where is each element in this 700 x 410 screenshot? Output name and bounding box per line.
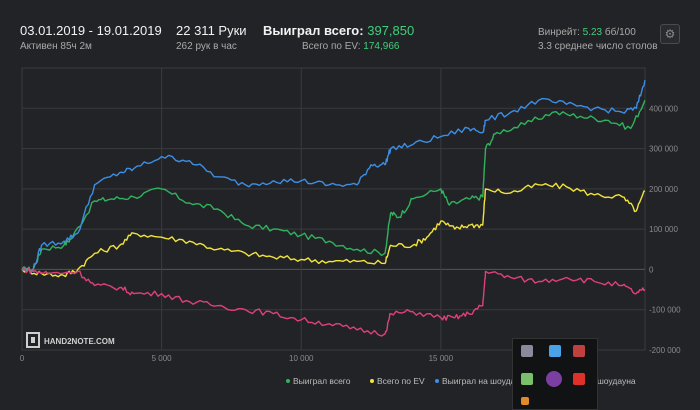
avg-tables: 3.3 среднее число столов (538, 41, 658, 52)
tray-network-icon[interactable] (521, 373, 533, 385)
gear-icon[interactable]: ⚙ (660, 24, 680, 44)
legend-item[interactable]: Выиграл всего (293, 376, 351, 386)
ev-total: Всего по EV: 174,966 (302, 41, 399, 52)
ev-total-label: Всего по EV: (302, 41, 361, 52)
y-tick-label: 300 000 (649, 145, 678, 154)
system-tray-popup[interactable] (512, 338, 598, 410)
y-tick-label: -200 000 (649, 346, 681, 355)
axis-labels: -200 000 -100 000 0 100 000 200 000 300 000 40… (20, 104, 681, 363)
y-tick-label: 400 000 (649, 104, 678, 113)
won-total-label: Выиграл всего: (263, 23, 364, 38)
series-line-1 (21, 182, 646, 278)
series-line-2 (21, 79, 646, 273)
series-line-0 (21, 99, 646, 273)
legend-item[interactable]: Всего по EV (377, 376, 425, 386)
ev-total-value: 174,966 (363, 41, 400, 52)
won-total-value: 397,850 (367, 23, 415, 38)
legend-item[interactable]: Выиграл на шоудаунах (442, 376, 534, 386)
active-time: Активен 85ч 2м (20, 41, 92, 52)
date-range: 03.01.2019 - 19.01.2019 (20, 23, 162, 38)
series-line-3 (21, 267, 646, 337)
tray-tool-icon[interactable] (521, 397, 529, 405)
series-lines (21, 79, 646, 337)
legend-marker (435, 379, 439, 383)
won-total: Выиграл всего: 397,850 (263, 23, 414, 38)
winrate: Винрейт: 5.23 бб/100 (538, 27, 636, 38)
y-tick-label: 200 000 (649, 185, 678, 194)
plot-frame (21, 67, 646, 351)
y-tick-label: -100 000 (649, 306, 681, 315)
x-tick-label: 5 000 (152, 354, 173, 363)
tray-speaker-icon[interactable] (573, 345, 585, 357)
logo-text: HAND2NOTE.COM (44, 337, 115, 346)
legend-marker (370, 379, 374, 383)
winrate-unit: бб/100 (604, 27, 636, 38)
hand2note-logo: HAND2NOTE.COM (26, 332, 115, 348)
legend-marker (286, 379, 290, 383)
winrate-value: 5.23 (582, 27, 603, 38)
tray-bluetooth-icon[interactable] (549, 345, 561, 357)
grid (21, 67, 646, 351)
tray-app-icon[interactable] (546, 371, 562, 387)
y-tick-label: 0 (649, 265, 654, 274)
tray-monitor-icon[interactable] (521, 345, 533, 357)
x-tick-label: 0 (20, 354, 25, 363)
x-tick-label: 10 000 (289, 354, 314, 363)
hands-count: 22 311 Руки (176, 23, 247, 38)
y-tick-label: 100 000 (649, 225, 678, 234)
tray-antivirus-icon[interactable] (573, 373, 585, 385)
winrate-label: Винрейт: (538, 27, 580, 38)
x-tick-label: 15 000 (429, 354, 454, 363)
hands-per-hour: 262 рук в час (176, 41, 237, 52)
